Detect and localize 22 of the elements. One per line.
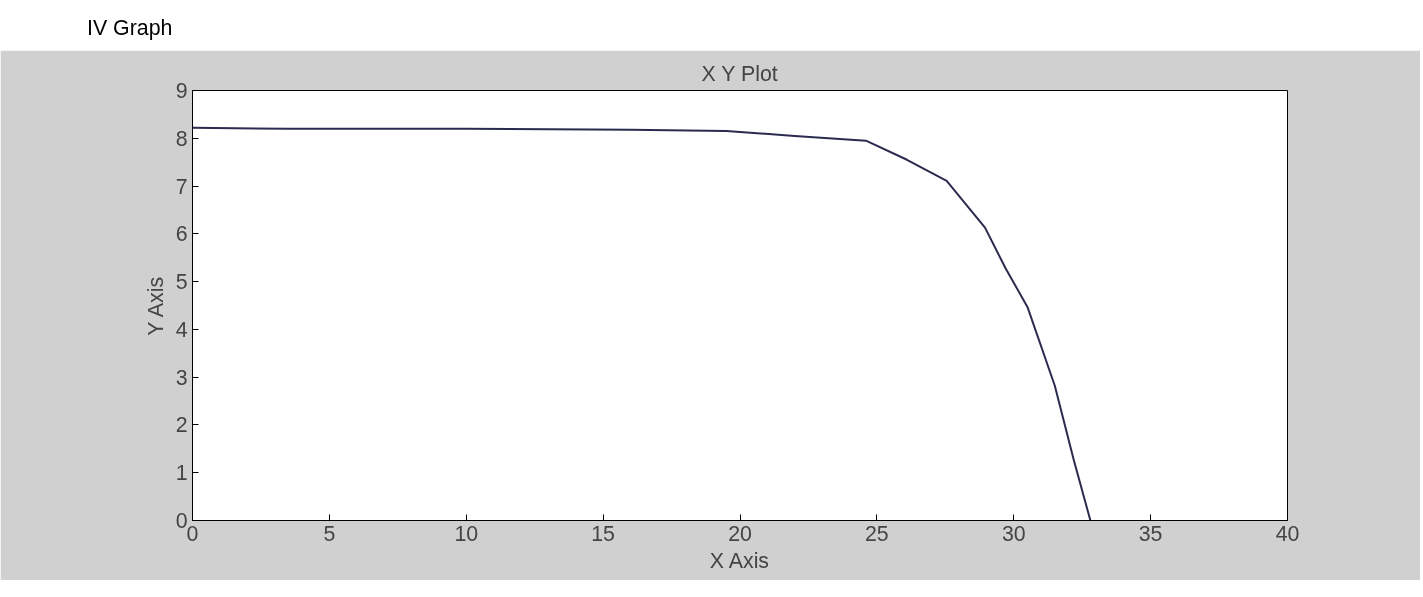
y-tick-label: 2 [175,413,188,438]
y-axis-title: Y Axis [143,276,168,336]
y-tick-label: 9 [175,79,188,103]
x-tick-label: 10 [454,521,479,546]
x-tick-label: 25 [865,521,889,546]
text: IV Graph [87,16,173,40]
y-tick-label: 4 [175,317,188,342]
y-tick-label: 7 [175,174,188,199]
line-series [192,126,1092,521]
x-tick-label: 20 [728,521,752,546]
y-tick-label: 3 [175,365,188,390]
x-tick-label: 30 [1001,521,1026,546]
y-tick-label: 6 [175,222,188,247]
chart-title: X Y Plot [701,61,778,86]
x-tick-label: 15 [591,521,615,546]
x-tick-label: 35 [1138,521,1163,546]
y-tick-label: 8 [175,126,188,151]
x-axis-title: X Axis [709,548,770,573]
y-tick-label: 5 [175,270,188,295]
x-tick-label: 5 [323,521,336,546]
y-tick-label: 1 [175,461,188,486]
x-tick-label: 40 [1275,521,1300,546]
